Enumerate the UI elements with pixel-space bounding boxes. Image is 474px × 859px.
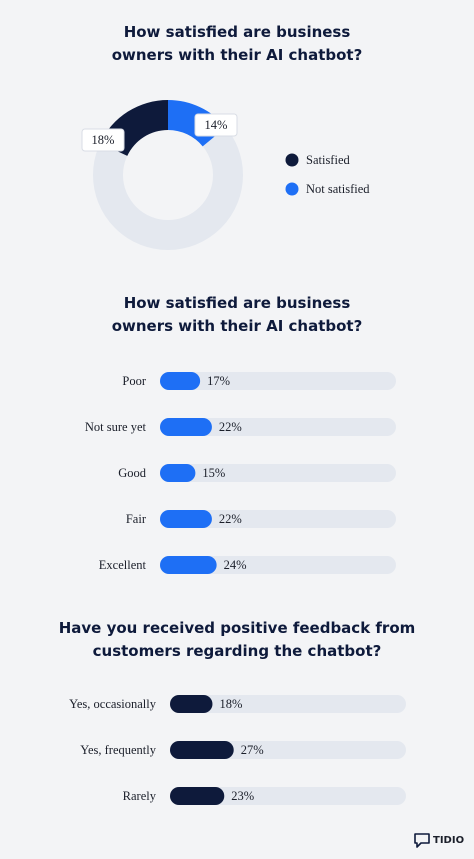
value-label: 24% (224, 558, 247, 572)
category-label: Excellent (99, 558, 147, 572)
chart-title: How satisfied are business owners with t… (111, 294, 363, 335)
chart-title: How satisfied are business owners with t… (111, 23, 363, 64)
bar (160, 556, 217, 574)
legend-marker (285, 153, 299, 167)
bar-track (160, 372, 396, 390)
brand-name: TIDIO (433, 835, 464, 846)
value-label: 27% (241, 743, 264, 757)
bar (160, 372, 201, 390)
bar-track (160, 556, 396, 574)
value-label: 15% (202, 466, 225, 480)
bar-track (160, 510, 396, 528)
bar (170, 695, 213, 713)
value-label-box (81, 128, 125, 152)
legend-marker (285, 182, 299, 196)
bar (170, 787, 225, 805)
value-label: 22% (219, 512, 242, 526)
category-label: Good (118, 466, 147, 480)
category-label: Fair (126, 512, 147, 526)
bar-track (160, 464, 396, 482)
category-label: Yes, occasionally (69, 697, 157, 711)
bar (170, 741, 234, 759)
value-label: 17% (207, 374, 230, 388)
brand-logo (414, 833, 430, 848)
bar (160, 418, 212, 436)
value-label: 22% (219, 420, 242, 434)
chart-title: Have you received positive feedback from… (58, 619, 416, 660)
bar (160, 464, 196, 482)
category-label: Yes, frequently (80, 743, 157, 757)
bar (160, 510, 212, 528)
category-label: Poor (122, 374, 146, 388)
value-label-box (194, 113, 238, 137)
value-label: 14% (205, 118, 228, 132)
value-label: 23% (231, 789, 254, 803)
legend-label: Not satisfied (306, 182, 370, 196)
category-label: Not sure yet (85, 420, 147, 434)
legend-label: Satisfied (306, 153, 350, 167)
bar-track (170, 787, 406, 805)
value-label: 18% (92, 133, 115, 147)
value-label: 18% (219, 697, 242, 711)
category-label: Rarely (123, 789, 157, 803)
bar-track (170, 695, 406, 713)
bar-track (160, 418, 396, 436)
